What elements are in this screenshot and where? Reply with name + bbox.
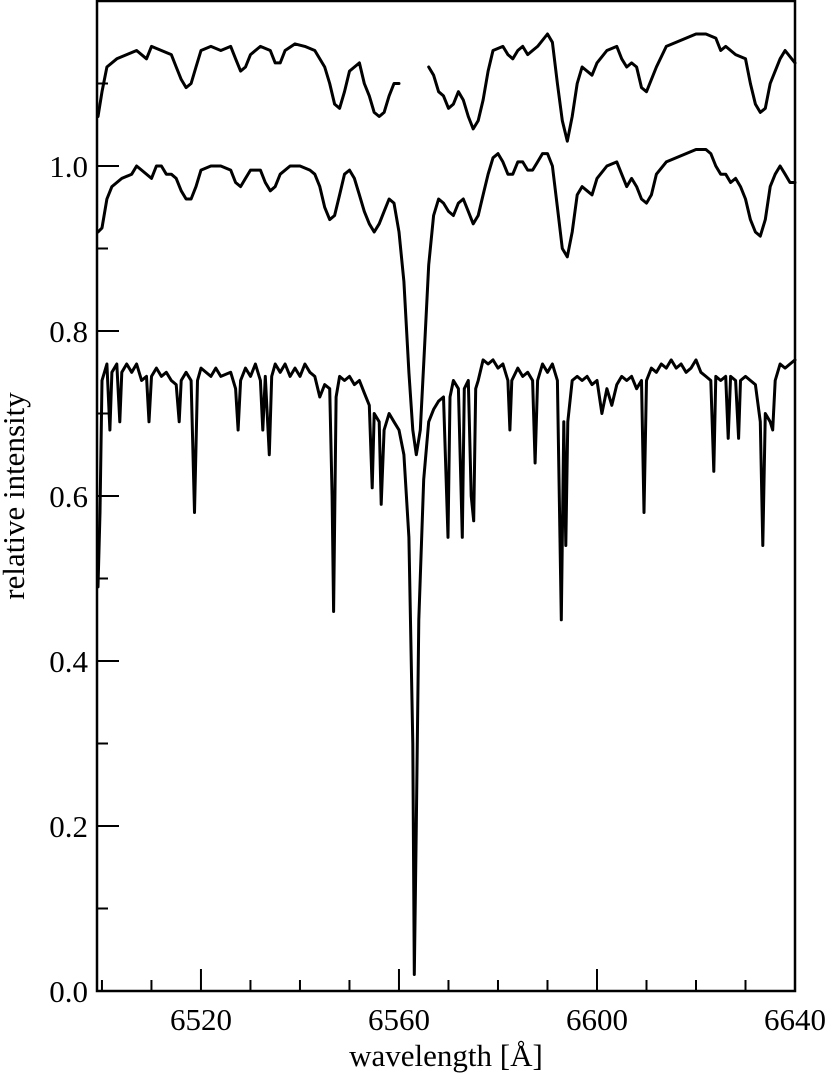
axis-ticks [97,82,796,992]
synthetic-sharp-spectrum-line [96,358,797,976]
x-tick-label: 6560 [368,1002,430,1037]
data-series [96,32,797,976]
y-tick-label: 0.2 [49,809,88,844]
x-axis-title: wavelength [Å] [349,1038,543,1073]
x-tick-label: 6640 [764,1002,826,1037]
x-tick-label: 6600 [566,1002,628,1037]
y-axis-title: relative intensity [0,392,31,600]
x-tick-label: 6520 [170,1002,232,1037]
observed-spectrum-line [96,32,797,143]
y-tick-label: 0.4 [49,644,88,679]
y-tick-label: 0.0 [49,974,88,1009]
y-tick-label: 0.8 [49,314,88,349]
y-tick-label: 0.6 [49,479,88,514]
y-tick-label: 1.0 [49,149,88,184]
axis-tick-labels: 6520 6560 6600 6640 0.0 0.2 0.4 0.6 0.8 1.0 [49,149,826,1037]
synthetic-broadened-spectrum-line [96,148,797,457]
